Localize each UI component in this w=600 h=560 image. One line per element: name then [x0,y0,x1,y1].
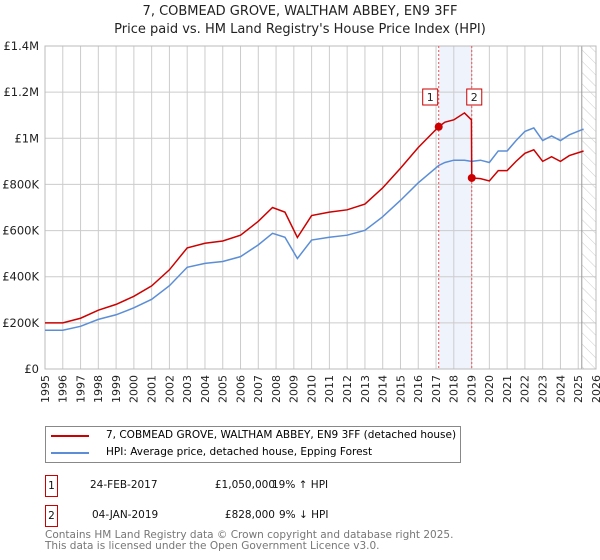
plot-area: 1995 1996 1997 1998 1999 2000 2001 2002 2003 2004… [2,39,600,403]
transaction-label-box [422,88,439,106]
transaction-hpi: 9% ↓ HPI [279,509,329,521]
x-tick-label: 2014 [377,375,390,403]
x-tick-label: 2005 [217,375,230,403]
transaction-row: 1 24-FEB-2017 £1,050,000 19% ↑ HPI [45,475,445,497]
footer-line-1: Contains HM Land Registry data © Crown c… [45,529,454,541]
x-tick-label: 2022 [519,375,532,403]
forecast-hatch [581,46,596,369]
x-tick-label: 2008 [270,375,283,403]
x-tick-label: 2002 [163,375,176,403]
x-tick-label: 2025 [572,375,585,403]
transaction-date: 24-FEB-2017 [90,479,158,491]
x-tick-label: 2023 [537,375,550,403]
transaction-marker [467,173,476,182]
x-tick-label: 1996 [57,375,70,403]
highlight-span [438,46,472,369]
transaction-price: £1,050,000 [214,479,275,491]
transaction-badge: 2 [45,505,58,527]
transaction-marker [434,122,443,131]
legend-label-property: 7, COBMEAD GROVE, WALTHAM ABBEY, EN9 3FF… [106,429,457,441]
transaction-label-box [466,88,483,106]
x-tick-label: 2001 [145,375,158,403]
legend-line-hpi [51,452,89,454]
transaction-label: 1 [427,91,434,104]
x-tick-label: 2012 [341,375,354,403]
x-tick-label: 2020 [483,375,496,403]
x-tick-label: 2010 [305,375,318,403]
footer: Contains HM Land Registry data © Crown c… [45,530,453,552]
plot-frame [44,45,597,370]
x-tick-label: 1995 [39,375,52,403]
y-tick-label: £600K [2,224,39,238]
x-tick-label: 2007 [252,375,265,403]
x-tick-label: 2026 [590,375,600,403]
hpi-line [45,126,584,331]
transaction-label: 2 [471,91,478,104]
y-tick-label: £400K [2,270,39,284]
chart-subtitle: Price paid vs. HM Land Registry's House … [114,22,486,37]
x-tick-label: 2017 [430,375,443,403]
y-tick-label: £1.4M [3,39,39,53]
transaction-hpi: 19% ↑ HPI [272,479,329,491]
x-tick-label: 2016 [412,375,425,403]
x-tick-label: 1998 [92,375,105,403]
y-tick-label: £0 [24,362,39,376]
x-tick-label: 1999 [110,375,123,403]
transaction-price: £828,000 [224,509,275,521]
transaction-badge: 1 [45,475,58,497]
x-tick-label: 2011 [323,375,336,403]
y-tick-label: £800K [2,177,39,191]
transaction-row: 2 04-JAN-2019 £828,000 9% ↓ HPI [45,505,445,527]
transaction-date: 04-JAN-2019 [92,509,159,521]
y-tick-label: £1M [14,131,39,145]
footer-line-2: This data is licensed under the Open Gov… [45,540,380,552]
x-tick-label: 2000 [128,375,141,403]
legend-line-property [51,435,89,437]
x-tick-label: 1997 [74,375,87,403]
legend: 7, COBMEAD GROVE, WALTHAM ABBEY, EN9 3FF… [45,426,461,463]
x-tick-label: 2006 [234,375,247,403]
x-tick-label: 2019 [465,375,478,403]
x-tick-label: 2021 [501,375,514,403]
chart-title: 7, COBMEAD GROVE, WALTHAM ABBEY, EN9 3FF [142,4,458,19]
y-tick-label: £200K [2,316,39,330]
x-tick-label: 2018 [448,375,461,403]
x-tick-label: 2013 [359,375,372,403]
price-line [45,111,584,324]
x-tick-label: 2004 [199,375,212,403]
x-tick-label: 2015 [394,375,407,403]
legend-label-hpi: HPI: Average price, detached house, Eppi… [106,446,373,458]
x-tick-label: 2009 [288,375,301,403]
x-tick-label: 2003 [181,375,194,403]
x-tick-label: 2024 [554,375,567,403]
y-tick-label: £1.2M [3,85,39,99]
